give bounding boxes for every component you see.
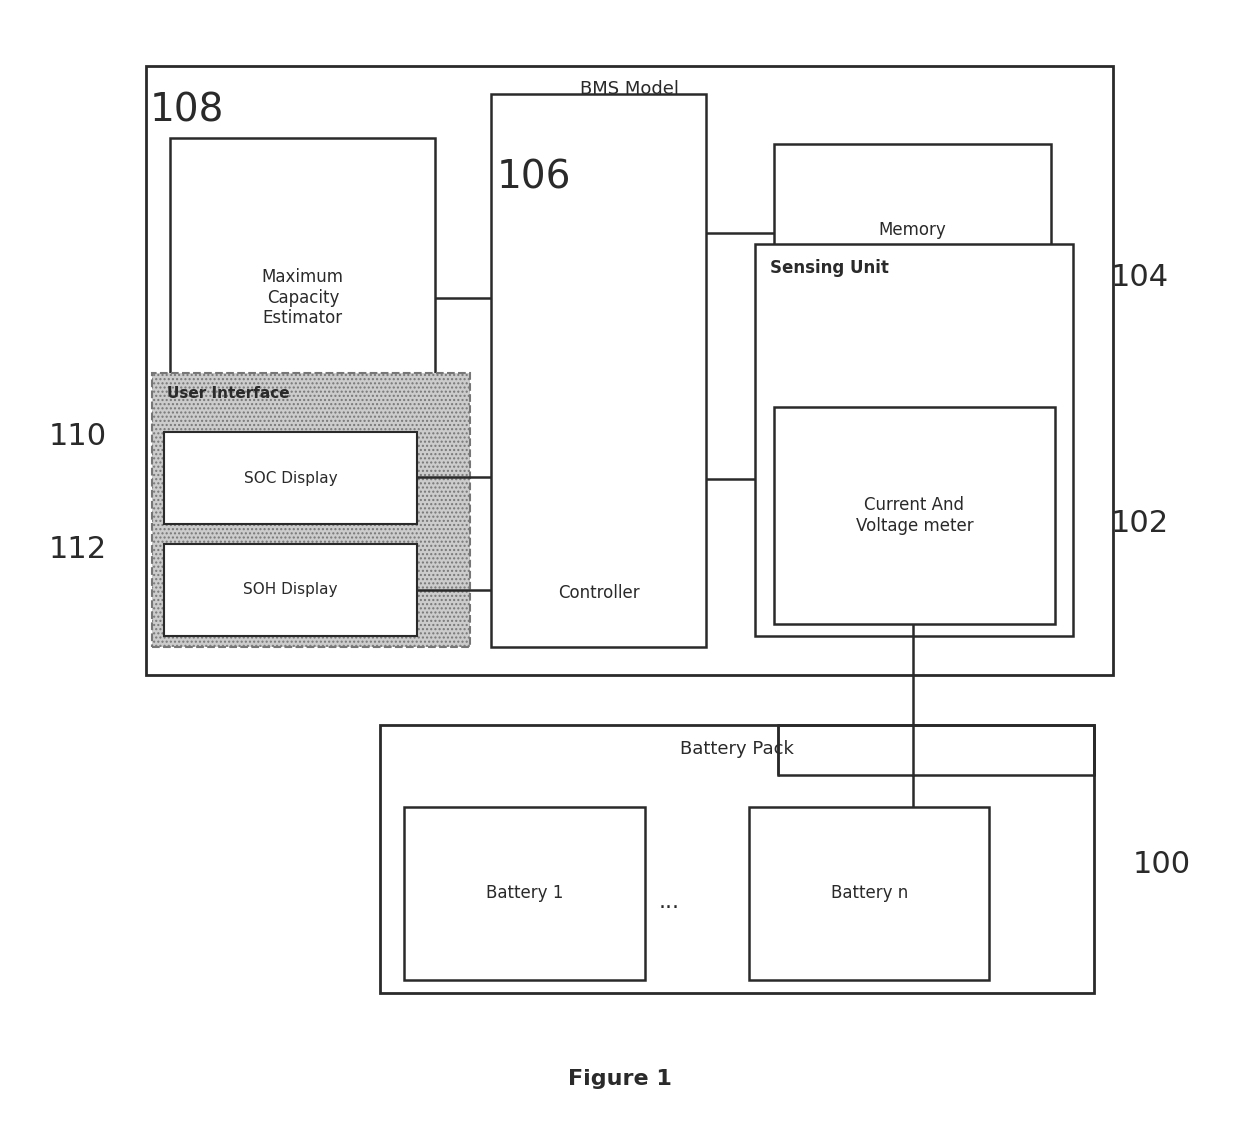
Text: Current And
Voltage meter: Current And Voltage meter xyxy=(856,497,973,535)
Text: 112: 112 xyxy=(50,535,107,564)
Bar xyxy=(170,138,435,457)
Text: Memory: Memory xyxy=(879,222,946,240)
Text: Sensing Unit: Sensing Unit xyxy=(770,259,889,277)
Text: BMS Model: BMS Model xyxy=(580,80,678,98)
Text: ...: ... xyxy=(658,892,680,912)
Bar xyxy=(164,432,417,524)
Bar xyxy=(774,144,1052,318)
Text: Battery 1: Battery 1 xyxy=(486,884,563,902)
Text: 108: 108 xyxy=(149,91,223,129)
Text: SOC Display: SOC Display xyxy=(244,471,337,485)
Bar xyxy=(404,806,645,980)
Bar xyxy=(146,65,1112,674)
Text: Battery n: Battery n xyxy=(831,884,908,902)
Text: Figure 1: Figure 1 xyxy=(568,1070,672,1089)
Bar xyxy=(153,373,470,646)
Text: Controller: Controller xyxy=(558,584,640,602)
Text: SOH Display: SOH Display xyxy=(243,582,337,597)
Text: 106: 106 xyxy=(496,159,572,196)
Text: User Interface: User Interface xyxy=(166,386,289,401)
Bar xyxy=(379,725,1094,993)
Bar xyxy=(164,544,417,636)
Bar xyxy=(755,244,1074,636)
Text: Battery Pack: Battery Pack xyxy=(680,740,794,758)
Text: Maximum
Capacity
Estimator: Maximum Capacity Estimator xyxy=(262,268,343,328)
Bar xyxy=(491,93,707,646)
Text: 100: 100 xyxy=(1133,850,1190,879)
Text: 104: 104 xyxy=(1111,263,1169,293)
Bar xyxy=(749,806,990,980)
Text: 110: 110 xyxy=(50,422,107,452)
Text: 102: 102 xyxy=(1111,509,1169,538)
Bar xyxy=(774,406,1055,625)
